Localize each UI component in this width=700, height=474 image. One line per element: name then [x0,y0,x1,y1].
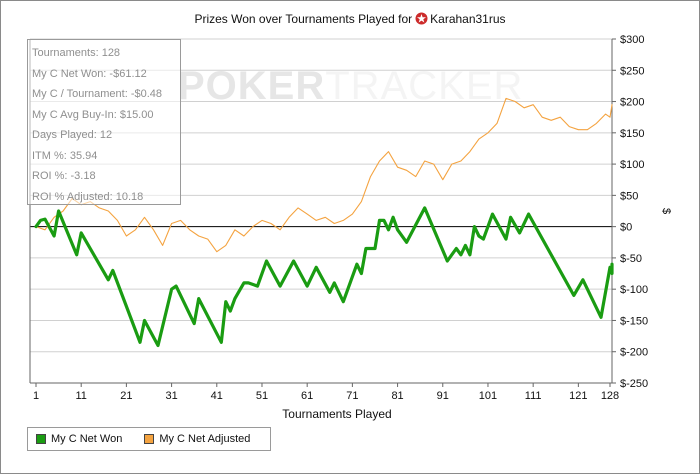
x-axis-label: Tournaments Played [282,407,391,421]
legend-label-net-won: My C Net Won [51,433,122,445]
y-tick-label: $-150 [620,315,648,327]
stat-tournaments: Tournaments: 128 [32,43,180,64]
legend-entry-net-adjusted[interactable]: My C Net Adjusted [144,433,250,445]
stat-roi: ROI %: -3.18 [32,166,180,187]
x-tick-label: 1 [33,390,39,402]
legend-swatch-net-adjusted [144,434,154,444]
legend-swatch-net-won [36,434,46,444]
y-axis-label: $ [660,208,672,214]
y-tick-label: $-200 [620,347,648,359]
stat-net-won: My C Net Won: -$61.12 [32,64,180,85]
stat-avg-buyin: My C Avg Buy-In: $15.00 [32,105,180,126]
legend-entry-net-won[interactable]: My C Net Won [36,433,122,445]
y-tick-label: $0 [620,222,632,234]
y-tick-label: $200 [620,97,644,109]
x-tick-label: 128 [601,390,619,402]
stat-per-tournament: My C / Tournament: -$0.48 [32,84,180,105]
y-tick-label: $100 [620,159,644,171]
y-tick-label: $150 [620,128,644,140]
x-tick-label: 121 [569,390,587,402]
stat-roi-adjusted: ROI % Adjusted: 10.18 [32,187,180,208]
y-tick-label: $-100 [620,284,648,296]
x-tick-label: 51 [256,390,268,402]
x-tick-label: 111 [525,390,542,402]
y-tick-label: $-50 [620,253,642,265]
x-tick-label: 81 [391,390,403,402]
y-tick-label: $250 [620,65,644,77]
x-tick-label: 91 [437,390,449,402]
x-tick-label: 31 [165,390,177,402]
y-tick-label: $50 [620,190,638,202]
legend-label-net-adjusted: My C Net Adjusted [159,433,250,445]
x-tick-label: 61 [301,390,313,402]
stats-box: Tournaments: 128 My C Net Won: -$61.12 M… [27,39,181,205]
x-tick-label: 101 [479,390,497,402]
stat-itm: ITM %: 35.94 [32,146,180,167]
stat-days-played: Days Played: 12 [32,125,180,146]
chart-legend: My C Net Won My C Net Adjusted [27,427,271,451]
x-tick-label: 71 [346,390,358,402]
x-tick-label: 41 [211,390,223,402]
x-tick-label: 21 [120,390,132,402]
x-tick-label: 11 [75,390,86,402]
y-tick-label: $-250 [620,378,648,390]
y-tick-label: $300 [620,34,644,46]
